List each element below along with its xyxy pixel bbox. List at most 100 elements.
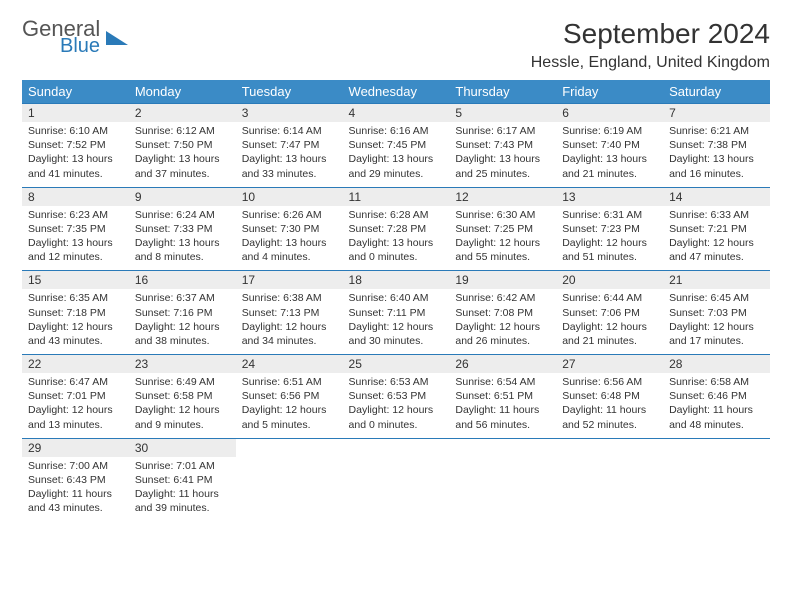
daylight-line: Daylight: 13 hours and 21 minutes.: [562, 152, 657, 180]
sunset-line: Sunset: 7:52 PM: [28, 138, 123, 152]
sunrise-line: Sunrise: 6:31 AM: [562, 208, 657, 222]
date-number-cell: 11: [343, 187, 450, 206]
daylight-line: Daylight: 11 hours and 48 minutes.: [669, 403, 764, 431]
date-number-cell: 6: [556, 104, 663, 123]
date-number-row: 2930: [22, 438, 770, 457]
daylight-line: Daylight: 12 hours and 0 minutes.: [349, 403, 444, 431]
date-data-cell: Sunrise: 6:17 AMSunset: 7:43 PMDaylight:…: [449, 122, 556, 187]
date-number-cell: 5: [449, 104, 556, 123]
sunrise-line: Sunrise: 6:10 AM: [28, 124, 123, 138]
date-data-cell: Sunrise: 6:58 AMSunset: 6:46 PMDaylight:…: [663, 373, 770, 438]
date-data-cell: [236, 457, 343, 522]
sunrise-line: Sunrise: 6:45 AM: [669, 291, 764, 305]
sunrise-line: Sunrise: 6:38 AM: [242, 291, 337, 305]
date-number-cell: 22: [22, 355, 129, 374]
sunset-line: Sunset: 7:08 PM: [455, 306, 550, 320]
sunrise-line: Sunrise: 6:12 AM: [135, 124, 230, 138]
daylight-line: Daylight: 12 hours and 26 minutes.: [455, 320, 550, 348]
sunset-line: Sunset: 7:23 PM: [562, 222, 657, 236]
weekday-header: Friday: [556, 80, 663, 104]
title-block: September 2024 Hessle, England, United K…: [531, 18, 770, 72]
sunset-line: Sunset: 6:43 PM: [28, 473, 123, 487]
date-number-cell: [449, 438, 556, 457]
date-number-cell: 2: [129, 104, 236, 123]
date-number-cell: 27: [556, 355, 663, 374]
date-number-cell: 10: [236, 187, 343, 206]
date-data-cell: Sunrise: 6:56 AMSunset: 6:48 PMDaylight:…: [556, 373, 663, 438]
date-number-cell: 24: [236, 355, 343, 374]
date-data-cell: Sunrise: 6:44 AMSunset: 7:06 PMDaylight:…: [556, 289, 663, 354]
location-text: Hessle, England, United Kingdom: [531, 54, 770, 72]
sunrise-line: Sunrise: 6:16 AM: [349, 124, 444, 138]
daylight-line: Daylight: 12 hours and 21 minutes.: [562, 320, 657, 348]
date-data-cell: Sunrise: 6:19 AMSunset: 7:40 PMDaylight:…: [556, 122, 663, 187]
date-data-cell: Sunrise: 6:49 AMSunset: 6:58 PMDaylight:…: [129, 373, 236, 438]
date-data-cell: Sunrise: 6:42 AMSunset: 7:08 PMDaylight:…: [449, 289, 556, 354]
date-number-cell: 9: [129, 187, 236, 206]
date-number-cell: 30: [129, 438, 236, 457]
date-number-cell: 4: [343, 104, 450, 123]
sunset-line: Sunset: 6:51 PM: [455, 389, 550, 403]
daylight-line: Daylight: 12 hours and 55 minutes.: [455, 236, 550, 264]
sunrise-line: Sunrise: 6:24 AM: [135, 208, 230, 222]
weekday-header: Monday: [129, 80, 236, 104]
sunset-line: Sunset: 6:58 PM: [135, 389, 230, 403]
weekday-header: Sunday: [22, 80, 129, 104]
sunrise-line: Sunrise: 6:56 AM: [562, 375, 657, 389]
weekday-header-row: Sunday Monday Tuesday Wednesday Thursday…: [22, 80, 770, 104]
sunset-line: Sunset: 7:38 PM: [669, 138, 764, 152]
date-data-cell: Sunrise: 6:40 AMSunset: 7:11 PMDaylight:…: [343, 289, 450, 354]
weekday-header: Thursday: [449, 80, 556, 104]
logo-text: General Blue: [22, 18, 100, 56]
sunset-line: Sunset: 7:28 PM: [349, 222, 444, 236]
daylight-line: Daylight: 12 hours and 17 minutes.: [669, 320, 764, 348]
sunrise-line: Sunrise: 6:54 AM: [455, 375, 550, 389]
date-data-cell: Sunrise: 6:16 AMSunset: 7:45 PMDaylight:…: [343, 122, 450, 187]
date-data-cell: Sunrise: 6:23 AMSunset: 7:35 PMDaylight:…: [22, 206, 129, 271]
weekday-header: Tuesday: [236, 80, 343, 104]
date-number-cell: 3: [236, 104, 343, 123]
date-number-cell: 20: [556, 271, 663, 290]
daylight-line: Daylight: 13 hours and 0 minutes.: [349, 236, 444, 264]
weekday-header: Wednesday: [343, 80, 450, 104]
daylight-line: Daylight: 12 hours and 13 minutes.: [28, 403, 123, 431]
daylight-line: Daylight: 13 hours and 33 minutes.: [242, 152, 337, 180]
date-data-cell: Sunrise: 6:37 AMSunset: 7:16 PMDaylight:…: [129, 289, 236, 354]
daylight-line: Daylight: 13 hours and 37 minutes.: [135, 152, 230, 180]
date-number-cell: 8: [22, 187, 129, 206]
daylight-line: Daylight: 12 hours and 43 minutes.: [28, 320, 123, 348]
date-data-cell: [556, 457, 663, 522]
sunset-line: Sunset: 7:03 PM: [669, 306, 764, 320]
date-data-cell: [343, 457, 450, 522]
daylight-line: Daylight: 12 hours and 30 minutes.: [349, 320, 444, 348]
sunset-line: Sunset: 7:35 PM: [28, 222, 123, 236]
sunset-line: Sunset: 7:43 PM: [455, 138, 550, 152]
date-number-cell: 1: [22, 104, 129, 123]
sunrise-line: Sunrise: 6:49 AM: [135, 375, 230, 389]
date-number-cell: 14: [663, 187, 770, 206]
daylight-line: Daylight: 12 hours and 51 minutes.: [562, 236, 657, 264]
sunrise-line: Sunrise: 6:58 AM: [669, 375, 764, 389]
date-number-cell: 18: [343, 271, 450, 290]
date-number-cell: 17: [236, 271, 343, 290]
sunset-line: Sunset: 7:33 PM: [135, 222, 230, 236]
sunrise-line: Sunrise: 6:40 AM: [349, 291, 444, 305]
sunset-line: Sunset: 7:06 PM: [562, 306, 657, 320]
sunset-line: Sunset: 7:45 PM: [349, 138, 444, 152]
daylight-line: Daylight: 13 hours and 8 minutes.: [135, 236, 230, 264]
sunrise-line: Sunrise: 7:00 AM: [28, 459, 123, 473]
date-number-row: 1234567: [22, 104, 770, 123]
daylight-line: Daylight: 13 hours and 41 minutes.: [28, 152, 123, 180]
sunset-line: Sunset: 7:47 PM: [242, 138, 337, 152]
date-number-cell: 12: [449, 187, 556, 206]
date-number-cell: 13: [556, 187, 663, 206]
date-data-cell: Sunrise: 6:38 AMSunset: 7:13 PMDaylight:…: [236, 289, 343, 354]
date-number-cell: 7: [663, 104, 770, 123]
date-data-cell: Sunrise: 6:45 AMSunset: 7:03 PMDaylight:…: [663, 289, 770, 354]
date-data-cell: Sunrise: 6:30 AMSunset: 7:25 PMDaylight:…: [449, 206, 556, 271]
month-title: September 2024: [531, 18, 770, 50]
sunset-line: Sunset: 7:13 PM: [242, 306, 337, 320]
daylight-line: Daylight: 11 hours and 39 minutes.: [135, 487, 230, 515]
sunrise-line: Sunrise: 6:42 AM: [455, 291, 550, 305]
weekday-header: Saturday: [663, 80, 770, 104]
